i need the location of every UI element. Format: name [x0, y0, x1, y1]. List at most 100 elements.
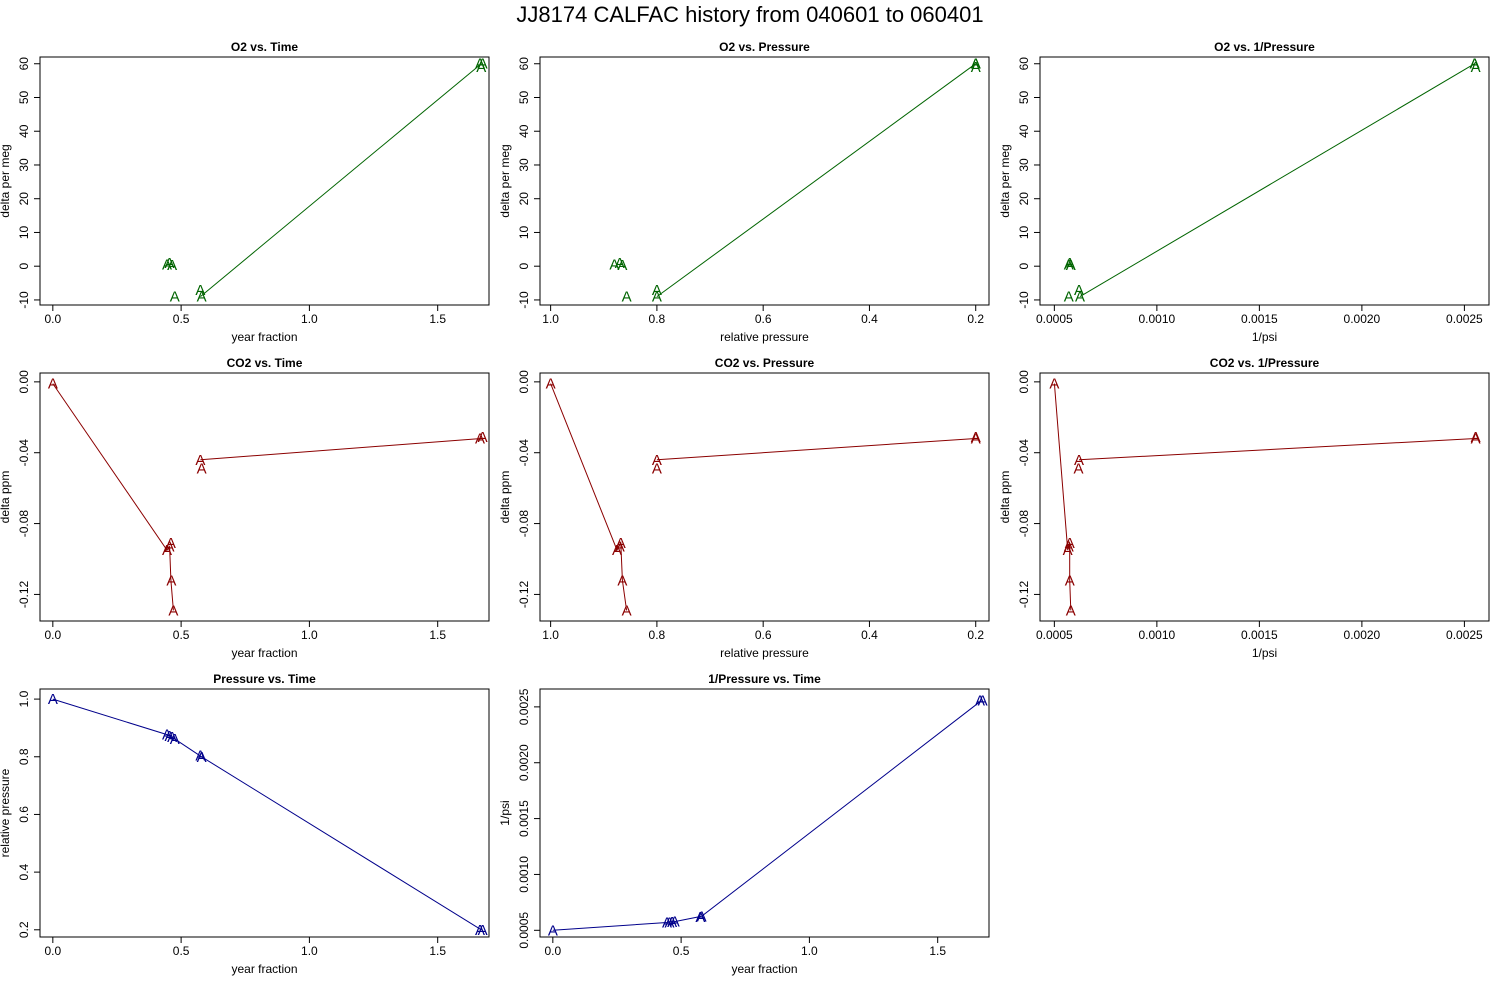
y-tick-label: 0.6	[17, 806, 31, 823]
plot-frame	[1039, 56, 1490, 306]
data-point: A	[197, 289, 207, 306]
x-tick-label: 1.5	[929, 944, 946, 958]
data-point: A	[622, 602, 632, 619]
data-point: A	[170, 289, 180, 306]
panel-title: O2 vs. Pressure	[719, 40, 810, 54]
data-point: A	[165, 255, 175, 272]
panel-title: O2 vs. 1/Pressure	[1214, 40, 1315, 54]
x-tick-label: 1.5	[429, 312, 446, 326]
y-axis-label: delta ppm	[498, 471, 512, 524]
data-point: A	[197, 461, 207, 478]
chart-panel-5: CO2 vs. Pressure 1.0 0.8 0.6 0.4 0.2 relative …	[498, 356, 990, 660]
y-tick-label: 30	[1017, 158, 1031, 172]
data-point: A	[1074, 452, 1084, 469]
data-point: A	[1074, 461, 1084, 478]
x-tick-label: 1.5	[429, 944, 446, 958]
x-axis-label: 1/psi	[1252, 330, 1277, 344]
y-tick-label: 50	[1017, 90, 1031, 104]
data-point: A	[475, 56, 485, 73]
data-point: A	[195, 747, 205, 764]
y-axis-label: relative pressure	[0, 768, 12, 857]
data-point: A	[1471, 431, 1481, 448]
chart-panel-3: O2 vs. 1/Pressure 0.0005 0.0010 0.0015 0.002…	[998, 40, 1490, 344]
data-point: A	[670, 914, 680, 931]
x-tick-label: 0.0	[44, 944, 61, 958]
data-point: A	[652, 282, 662, 299]
y-tick-label: 20	[17, 192, 31, 206]
series-line	[552, 700, 982, 931]
data-point: A	[662, 914, 672, 931]
data-point: A	[166, 535, 176, 552]
data-point: A	[971, 431, 981, 448]
y-axis-label: delta ppm	[998, 471, 1012, 524]
series-line	[200, 63, 482, 297]
data-point: A	[1064, 289, 1074, 306]
data-point: A	[1065, 535, 1075, 552]
x-tick-label: 1.0	[301, 628, 318, 642]
chart-panel-8: 1/Pressure vs. Time 0.0 0.5 1.0 1.5 year frac…	[498, 672, 990, 976]
y-tick-label: -0.08	[517, 510, 531, 538]
chart-panel-7: Pressure vs. Time 0.0 0.5 1.0 1.5 year fracti…	[0, 672, 490, 976]
panel-title: Pressure vs. Time	[213, 672, 316, 686]
x-tick-label: 0.5	[673, 944, 690, 958]
series-line	[1053, 383, 1072, 611]
data-point: A	[652, 461, 662, 478]
x-tick-label: 0.5	[173, 628, 190, 642]
data-point: A	[548, 922, 558, 939]
y-axis-label: delta per meg	[0, 144, 12, 217]
chart-panel-2: O2 vs. Pressure 1.0 0.8 0.6 0.4 0.2 relative p…	[498, 40, 990, 344]
x-axis-label: year fraction	[231, 646, 297, 660]
y-tick-label: 0.0020	[517, 744, 531, 781]
x-tick-label: 0.5	[173, 312, 190, 326]
data-point: A	[971, 59, 981, 76]
x-tick-label: 1.0	[542, 312, 559, 326]
data-point: A	[617, 572, 627, 589]
series-line	[200, 438, 482, 461]
x-tick-label: 1.0	[301, 312, 318, 326]
y-tick-label: 1.0	[17, 690, 31, 707]
x-axis-label: year fraction	[731, 962, 797, 976]
data-point: A	[615, 255, 625, 272]
data-point: A	[652, 452, 662, 469]
x-tick-label: 1.5	[429, 628, 446, 642]
panel-title: 1/Pressure vs. Time	[708, 672, 821, 686]
data-point: A	[1471, 59, 1481, 76]
data-point: A	[162, 257, 172, 274]
plot-frame	[539, 56, 990, 306]
x-tick-label: 0.0010	[1139, 312, 1176, 326]
x-tick-label: 0.0	[44, 312, 61, 326]
y-tick-label: 60	[1017, 57, 1031, 71]
data-point: A	[162, 727, 172, 744]
data-point: A	[48, 376, 58, 393]
data-point: A	[1075, 289, 1085, 306]
y-axis-label: delta ppm	[0, 471, 12, 524]
x-tick-label: 0.0015	[1241, 628, 1278, 642]
y-tick-label: 20	[1017, 192, 1031, 206]
data-point: A	[195, 452, 205, 469]
x-tick-label: 0.8	[649, 628, 666, 642]
data-point: A	[478, 56, 488, 73]
data-point: A	[475, 431, 485, 448]
series-line	[1078, 438, 1476, 461]
data-point: A	[609, 257, 619, 274]
data-point: A	[697, 908, 707, 925]
x-tick-label: 0.0010	[1139, 628, 1176, 642]
data-point: A	[1065, 572, 1075, 589]
data-point: A	[667, 914, 677, 931]
y-tick-label: 0.0005	[517, 912, 531, 949]
y-tick-label: 0.0010	[517, 856, 531, 893]
plot-frame	[39, 56, 490, 306]
data-point: A	[971, 429, 981, 446]
y-tick-label: 50	[17, 90, 31, 104]
data-point: A	[1074, 282, 1084, 299]
data-point: A	[612, 542, 622, 559]
data-point: A	[167, 729, 177, 746]
y-tick-label: -10	[517, 291, 531, 309]
y-axis-label: 1/psi	[498, 800, 512, 825]
y-tick-label: 40	[517, 124, 531, 138]
x-tick-label: 1.0	[801, 944, 818, 958]
x-tick-label: 0.2	[967, 312, 984, 326]
x-axis-label: relative pressure	[720, 646, 809, 660]
x-tick-label: 0.0	[44, 628, 61, 642]
